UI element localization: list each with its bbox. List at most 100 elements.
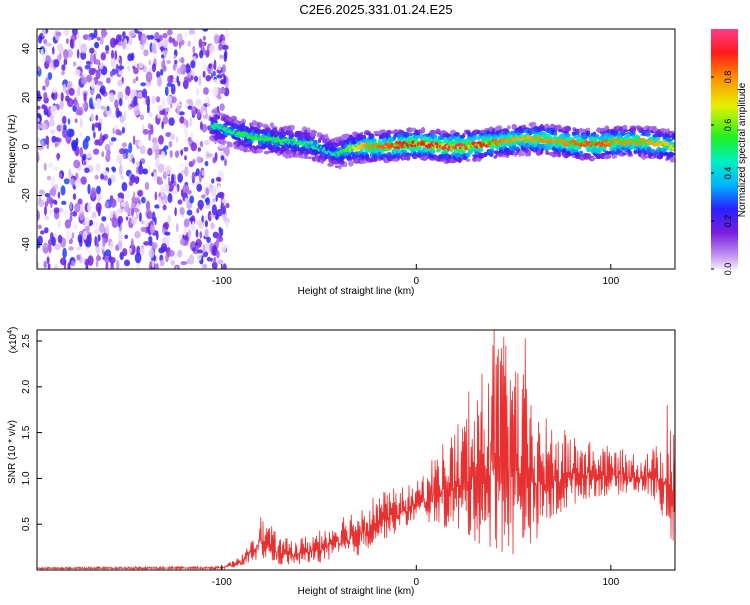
spectrogram-frame	[36, 28, 676, 270]
spectrogram-noise-cell	[96, 36, 101, 41]
spectrogram-y-axis-label: Frequency (Hz)	[7, 115, 18, 184]
spectrogram-noise-cell	[85, 265, 89, 269]
spectrogram-noise-cell	[151, 42, 157, 54]
spectrogram-noise-cell	[140, 33, 147, 45]
spectrogram-noise-cell	[135, 76, 139, 81]
spectrogram-noise-cell	[210, 222, 215, 230]
spectrogram-noise-cell	[161, 54, 165, 59]
spectrogram-noise-cell	[43, 162, 47, 171]
spectrogram-noise-cell	[184, 197, 188, 205]
spectrogram-ridge-core	[309, 140, 314, 145]
spectrogram-noise-cell	[79, 117, 83, 128]
spectrogram-noise-cell	[204, 220, 208, 228]
spectrogram-ridge-cell	[492, 128, 496, 132]
spectrogram-ridge-cell	[447, 136, 454, 141]
spectrogram-noise-cell	[132, 78, 136, 84]
spectrogram-noise-cell	[109, 140, 114, 146]
spectrogram-noise-cell	[66, 38, 69, 45]
spectrogram-noise-cell	[220, 155, 225, 161]
spectrogram-noise-cell	[170, 83, 176, 95]
spectrogram-noise-cell	[165, 253, 169, 263]
spectrogram-noise-cell	[80, 76, 88, 85]
spectrogram-noise-cell	[120, 174, 125, 180]
spectrogram-ridge-cell	[650, 148, 656, 155]
spectrogram-ridge-core	[396, 145, 401, 150]
spectrogram-noise-cell	[199, 204, 203, 211]
spectrogram-noise-cell	[190, 60, 196, 69]
spectrogram-noise-cell	[38, 189, 46, 195]
spectrogram-noise-cell	[57, 137, 62, 143]
spectrogram-noise-cell	[164, 107, 170, 113]
spectrogram-noise-cell	[90, 187, 97, 198]
spectrogram-noise-cell	[166, 60, 171, 64]
spectrogram-noise-cell	[117, 41, 124, 47]
spectrogram-noise-cell	[96, 84, 99, 91]
spectrogram-noise-cell	[210, 200, 213, 207]
spectrogram-noise-cell	[100, 105, 106, 110]
spectrogram-noise-cell	[148, 248, 155, 259]
spectrogram-noise-cell	[105, 223, 110, 235]
spectrogram-noise-cell	[67, 118, 71, 125]
snr-x-tick-label: 0	[414, 577, 420, 588]
spectrogram-noise-cell	[95, 202, 102, 213]
spectrogram-ridge-cell	[646, 147, 652, 154]
spectrogram-ridge-cell	[672, 142, 675, 145]
spectrogram-noise-cell	[177, 199, 183, 205]
spectrogram-noise-cell	[38, 35, 43, 44]
spectrogram-noise-cell	[205, 75, 212, 82]
spectrogram-noise-cell	[171, 173, 174, 184]
snr-x-tick-label: -100	[212, 577, 232, 588]
spectrogram-ridge-cell	[248, 143, 252, 147]
spectrogram-noise-cell	[208, 63, 213, 69]
spectrogram-ridge-cell	[285, 149, 292, 155]
spectrogram-ridge-cell	[557, 124, 562, 131]
spectrogram-noise-cell	[222, 263, 227, 269]
spectrogram-ridge-cell	[220, 135, 226, 140]
spectrogram-noise-cell	[74, 179, 81, 188]
spectrogram-noise-cell	[216, 94, 222, 100]
spectrogram-noise-cell	[116, 154, 123, 164]
spectrogram-noise-cell	[38, 195, 42, 203]
spectrogram-noise-cell	[110, 137, 117, 142]
spectrogram-ridge-cell	[256, 147, 264, 154]
spectrogram-noise-cell	[224, 146, 230, 157]
spectrogram-ridge-cell	[592, 134, 600, 138]
spectrogram-ridge-cell	[306, 156, 314, 159]
spectrogram-ridge-cell	[468, 149, 473, 155]
spectrogram-noise-cell	[157, 105, 164, 112]
spectrogram-noise-cell	[179, 207, 185, 215]
spectrogram-noise-cell	[76, 254, 81, 261]
spectrogram-noise-cell	[190, 132, 194, 140]
spectrogram-noise-cell	[175, 222, 179, 233]
snr-y-tick-label: 1.5	[21, 425, 32, 439]
spectrogram-noise-cell	[76, 246, 82, 251]
spectrogram-noise-cell	[109, 70, 114, 77]
spectrogram-noise-cell	[164, 86, 169, 96]
spectrogram-noise-cell	[178, 111, 185, 116]
spectrogram-noise-cell	[178, 234, 182, 239]
spectrogram-noise-cell	[139, 160, 142, 168]
spectrogram-ridge-cell	[422, 155, 429, 161]
spectrogram-noise-cell	[166, 82, 173, 87]
spectrogram-noise-cell	[192, 247, 196, 252]
spectrogram-noise-cell	[93, 148, 100, 155]
spectrogram-noise-cell	[177, 172, 183, 183]
spectrogram-noise-cell	[192, 220, 195, 230]
spectrogram-noise-cell	[185, 119, 189, 128]
spectrogram-noise-cell	[40, 48, 44, 57]
spectrogram-noise-cell	[149, 111, 153, 118]
spectrogram-noise-cell	[82, 153, 87, 161]
spectrogram-ridge-cell	[373, 130, 381, 135]
colorbar-tick-label: 0.2	[723, 215, 733, 228]
spectrogram-x-axis-label: Height of straight line (km)	[298, 286, 415, 297]
spectrogram-noise-cell	[105, 153, 111, 163]
spectrogram-noise-cell	[51, 236, 56, 247]
spectrogram-ridge-cell	[457, 157, 463, 162]
spectrogram-noise-cell	[157, 163, 165, 173]
spectrogram-noise-cell	[54, 142, 58, 148]
spectrogram-noise-cell	[123, 110, 127, 122]
spectrogram-ridge-cell	[465, 158, 471, 162]
spectrogram-noise-cell	[44, 205, 47, 216]
spectrogram-noise-cell	[90, 53, 94, 65]
spectrogram-noise-cell	[88, 97, 93, 109]
